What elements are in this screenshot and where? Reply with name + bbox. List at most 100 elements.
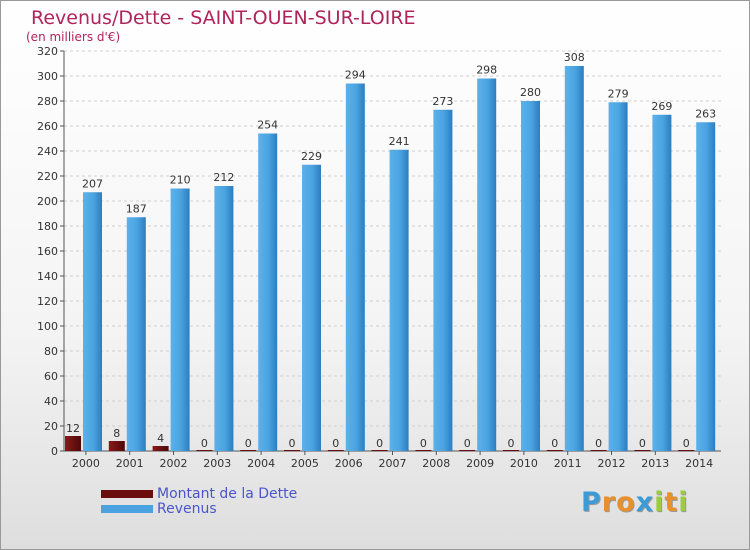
x-tick-label: 2013 xyxy=(641,457,669,470)
data-label-dette: 0 xyxy=(245,437,252,450)
x-tick-label: 2010 xyxy=(510,457,538,470)
y-tick-label: 320 xyxy=(37,45,58,58)
bar-dette xyxy=(65,436,81,451)
brand-letter: P xyxy=(581,487,602,518)
data-label-revenus: 273 xyxy=(432,95,453,108)
data-label-dette: 12 xyxy=(66,422,80,435)
x-tick-label: 2014 xyxy=(685,457,713,470)
bar-revenus xyxy=(214,186,234,451)
bar-dette xyxy=(152,446,169,451)
data-label-revenus: 207 xyxy=(82,177,103,190)
bar-dette xyxy=(196,450,213,451)
bar-revenus xyxy=(126,217,146,451)
bar-dette xyxy=(678,450,695,451)
data-label-dette: 0 xyxy=(420,437,427,450)
y-tick-label: 200 xyxy=(37,195,58,208)
brand-letter: i xyxy=(678,487,689,518)
bar-dette xyxy=(634,450,651,451)
bar-revenus xyxy=(83,192,102,451)
x-tick-label: 2003 xyxy=(203,457,231,470)
bar-revenus xyxy=(652,114,672,451)
y-tick-label: 20 xyxy=(44,420,58,433)
bar-dette xyxy=(371,450,388,451)
brand-letter: i xyxy=(654,487,665,518)
data-label-dette: 0 xyxy=(551,437,558,450)
x-tick-label: 2005 xyxy=(291,457,319,470)
y-tick-label: 60 xyxy=(44,370,58,383)
bar-revenus xyxy=(477,78,497,451)
bar-dette xyxy=(327,450,344,451)
y-tick-label: 160 xyxy=(37,245,58,258)
y-tick-label: 260 xyxy=(37,120,58,133)
bar-dette xyxy=(590,450,607,451)
y-tick-label: 120 xyxy=(37,295,58,308)
data-label-revenus: 294 xyxy=(345,69,366,82)
y-tick-label: 240 xyxy=(37,145,58,158)
bar-revenus xyxy=(696,122,716,451)
bar-dette xyxy=(546,450,563,451)
data-label-dette: 0 xyxy=(508,437,515,450)
x-tick-label: 2011 xyxy=(554,457,582,470)
legend-label-revenus: Revenus xyxy=(157,501,217,517)
data-label-dette: 0 xyxy=(201,437,208,450)
bar-dette xyxy=(415,450,432,451)
chart-subtitle: (en milliers d'€) xyxy=(26,30,121,44)
data-label-revenus: 254 xyxy=(257,119,278,132)
y-tick-label: 100 xyxy=(37,320,58,333)
bar-revenus xyxy=(258,133,278,451)
legend-swatch-revenus xyxy=(101,505,153,513)
data-label-dette: 0 xyxy=(289,437,296,450)
bar-dette xyxy=(459,450,476,451)
bar-revenus xyxy=(302,164,321,451)
data-label-revenus: 308 xyxy=(564,51,585,64)
brand-letter: x xyxy=(635,487,655,518)
x-tick-label: 2000 xyxy=(72,457,100,470)
data-label-dette: 0 xyxy=(639,437,646,450)
y-tick-label: 220 xyxy=(37,170,58,183)
data-label-revenus: 210 xyxy=(170,174,191,187)
chart-title: Revenus/Dette - SAINT-OUEN-SUR-LOIRE xyxy=(31,7,416,29)
legend-swatch-dette xyxy=(101,490,153,498)
y-tick-label: 180 xyxy=(37,220,58,233)
y-tick-label: 300 xyxy=(37,70,58,83)
y-tick-label: 280 xyxy=(37,95,58,108)
bar-dette xyxy=(503,450,519,451)
data-label-revenus: 212 xyxy=(213,171,234,184)
brand-logo: Proxiti xyxy=(581,487,689,518)
x-tick-label: 2007 xyxy=(379,457,407,470)
data-label-revenus: 263 xyxy=(695,107,716,120)
bar-dette xyxy=(240,450,257,451)
brand-letter: t xyxy=(664,487,679,518)
x-tick-label: 2009 xyxy=(466,457,494,470)
bar-revenus xyxy=(564,66,584,451)
y-tick-label: 0 xyxy=(51,445,58,458)
data-label-dette: 0 xyxy=(376,437,383,450)
data-label-revenus: 269 xyxy=(651,100,672,113)
data-label-revenus: 298 xyxy=(476,64,497,77)
data-label-revenus: 279 xyxy=(608,87,629,100)
bar-revenus xyxy=(170,188,190,451)
data-label-dette: 0 xyxy=(464,437,471,450)
data-label-revenus: 280 xyxy=(520,86,541,99)
data-label-dette: 0 xyxy=(683,437,690,450)
x-tick-label: 2012 xyxy=(598,457,626,470)
y-tick-label: 40 xyxy=(44,395,58,408)
bar-dette xyxy=(108,441,125,451)
data-label-dette: 0 xyxy=(332,437,339,450)
data-label-dette: 4 xyxy=(157,432,164,445)
bar-revenus xyxy=(608,102,628,451)
legend-label-dette: Montant de la Dette xyxy=(157,486,298,502)
data-label-dette: 8 xyxy=(113,427,120,440)
y-tick-label: 140 xyxy=(37,270,58,283)
brand-letter: o xyxy=(616,487,636,518)
x-tick-label: 2002 xyxy=(160,457,188,470)
x-tick-label: 2001 xyxy=(116,457,144,470)
x-tick-label: 2008 xyxy=(422,457,450,470)
x-tick-label: 2006 xyxy=(335,457,363,470)
bar-revenus xyxy=(345,83,365,451)
x-tick-label: 2004 xyxy=(247,457,275,470)
bar-revenus xyxy=(389,149,409,451)
bar-revenus xyxy=(433,109,453,451)
